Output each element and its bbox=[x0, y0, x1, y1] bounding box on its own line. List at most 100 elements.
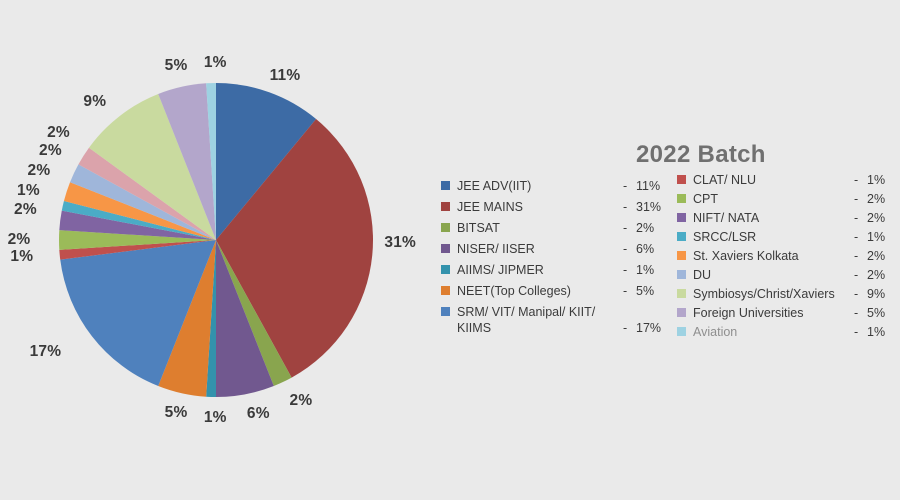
pie-slice-label: 1% bbox=[17, 182, 40, 200]
pie-slice-label: 2% bbox=[39, 142, 62, 160]
legend-color-swatch bbox=[441, 223, 450, 232]
legend-item-value-group: -31% bbox=[623, 199, 667, 215]
legend-dash: - bbox=[623, 179, 628, 193]
legend-item: NISER/ IISER -6% bbox=[441, 241, 667, 257]
pie-slice-label: 31% bbox=[384, 234, 416, 252]
legend-item-value: 1% bbox=[867, 230, 886, 244]
legend-color-swatch bbox=[677, 175, 686, 184]
legend-dash: - bbox=[623, 200, 628, 214]
legend-item-value: 17% bbox=[636, 321, 662, 335]
legend-item-value-group: -1% bbox=[854, 229, 898, 245]
legend-item-value: 1% bbox=[636, 263, 655, 277]
legend-item-label: BITSAT bbox=[457, 221, 500, 235]
pie-slice-label: 9% bbox=[83, 93, 107, 111]
legend-dash: - bbox=[623, 284, 628, 298]
pie-slice bbox=[158, 83, 216, 240]
pie-slice-label: 17% bbox=[29, 343, 62, 361]
pie-slice bbox=[60, 240, 216, 386]
legend-item-value-group: -2% bbox=[854, 267, 898, 283]
legend-dash: - bbox=[854, 306, 859, 320]
pie-slice bbox=[63, 182, 216, 240]
legend-color-swatch bbox=[441, 202, 450, 211]
legend-item-value-group: -1% bbox=[854, 172, 898, 188]
pie-slice bbox=[216, 240, 292, 386]
pie-slice-label: 1% bbox=[10, 248, 34, 266]
pie-slice bbox=[59, 240, 217, 260]
legend-dash: - bbox=[623, 221, 628, 235]
legend-item: CLAT/ NLU -1% bbox=[677, 172, 898, 188]
legend-item-value-group: -9% bbox=[854, 286, 898, 302]
legend-color-swatch bbox=[677, 251, 686, 260]
legend-item-value-group: -5% bbox=[623, 283, 667, 299]
pie-chart bbox=[59, 83, 373, 398]
legend-color-swatch bbox=[441, 244, 450, 253]
legend-color-swatch bbox=[677, 194, 686, 203]
legend-dash: - bbox=[854, 287, 859, 301]
pie-slice-label: 6% bbox=[246, 404, 270, 422]
pie-slice-label: 2% bbox=[289, 391, 313, 409]
legend-item-value: 2% bbox=[867, 192, 886, 206]
legend-item: CPT -2% bbox=[677, 191, 898, 207]
legend-item-label: Foreign Universities bbox=[693, 306, 804, 320]
legend-item: DU -2% bbox=[677, 267, 898, 283]
legend-item: NEET(Top Colleges) -5% bbox=[441, 283, 667, 299]
pie-slice-label: 1% bbox=[203, 408, 227, 426]
legend-item-label: DU bbox=[693, 268, 712, 282]
legend-color-swatch bbox=[441, 181, 450, 190]
legend-color-swatch bbox=[677, 308, 686, 317]
pie-slice bbox=[216, 119, 373, 378]
legend-item: Aviation -1% bbox=[677, 324, 898, 340]
legend-color-swatch bbox=[677, 213, 686, 222]
legend-item-value: 6% bbox=[636, 242, 655, 256]
legend-item-value: 2% bbox=[867, 211, 886, 225]
legend-item-label: Symbiosys/Christ/Xaviers bbox=[693, 287, 835, 301]
pie-slice bbox=[59, 230, 216, 250]
legend-item-label: CPT bbox=[693, 192, 718, 206]
legend-item: NIFT/ NATA -2% bbox=[677, 210, 898, 226]
legend-item-value: 2% bbox=[636, 221, 655, 235]
legend-item: SRCC/LSR -1% bbox=[677, 229, 898, 245]
legend-item-label: SRCC/LSR bbox=[693, 230, 757, 244]
legend-item: SRM/ VIT/ Manipal/ KIIT/ KIIMS -17% bbox=[441, 304, 667, 336]
pie-slice bbox=[216, 83, 317, 240]
legend-dash: - bbox=[623, 263, 628, 277]
pie-slice bbox=[70, 164, 217, 240]
legend-item-label: JEE ADV(IIT) bbox=[457, 179, 532, 193]
legend-color-swatch bbox=[677, 270, 686, 279]
legend-dash: - bbox=[854, 173, 859, 187]
pie-slice bbox=[88, 94, 216, 241]
legend-dash: - bbox=[854, 230, 859, 244]
legend-dash: - bbox=[854, 325, 859, 339]
legend-item-label: Aviation bbox=[693, 325, 738, 339]
pie-slice-label: 5% bbox=[164, 403, 188, 421]
legend-item-value-group: -17% bbox=[623, 320, 667, 336]
legend-item-value-group: -6% bbox=[623, 241, 667, 257]
pie-slice-label: 2% bbox=[14, 201, 37, 219]
pie-slice bbox=[206, 240, 216, 397]
legend-dash: - bbox=[854, 211, 859, 225]
legend-item-value-group: -1% bbox=[854, 324, 898, 340]
legend-item: JEE MAINS -31% bbox=[441, 199, 667, 215]
legend-item-label: JEE MAINS bbox=[457, 200, 523, 214]
legend-item-value: 2% bbox=[867, 268, 886, 282]
legend-color-swatch bbox=[677, 232, 686, 241]
legend-item-value: 2% bbox=[867, 249, 886, 263]
legend-item-value-group: -2% bbox=[854, 210, 898, 226]
legend-dash: - bbox=[854, 249, 859, 263]
legend-item-value-group: -1% bbox=[623, 262, 667, 278]
legend-item-value-group: -5% bbox=[854, 305, 898, 321]
legend-dash: - bbox=[623, 242, 628, 256]
legend-item: Symbiosys/Christ/Xaviers -9% bbox=[677, 286, 898, 302]
legend-item-value: 5% bbox=[867, 306, 886, 320]
legend-color-swatch bbox=[677, 327, 686, 336]
legend-color-swatch bbox=[677, 289, 686, 298]
legend-item: AIIMS/ JIPMER -1% bbox=[441, 262, 667, 278]
legend-item: St. Xaviers Kolkata -2% bbox=[677, 248, 898, 264]
legend-item-value-group: -2% bbox=[623, 220, 667, 236]
pie-slice-label: 2% bbox=[7, 231, 31, 248]
legend-item: Foreign Universities -5% bbox=[677, 305, 898, 321]
legend-item-value: 9% bbox=[867, 287, 886, 301]
legend-item-label: CLAT/ NLU bbox=[693, 173, 756, 187]
legend-item-value: 31% bbox=[636, 200, 662, 214]
